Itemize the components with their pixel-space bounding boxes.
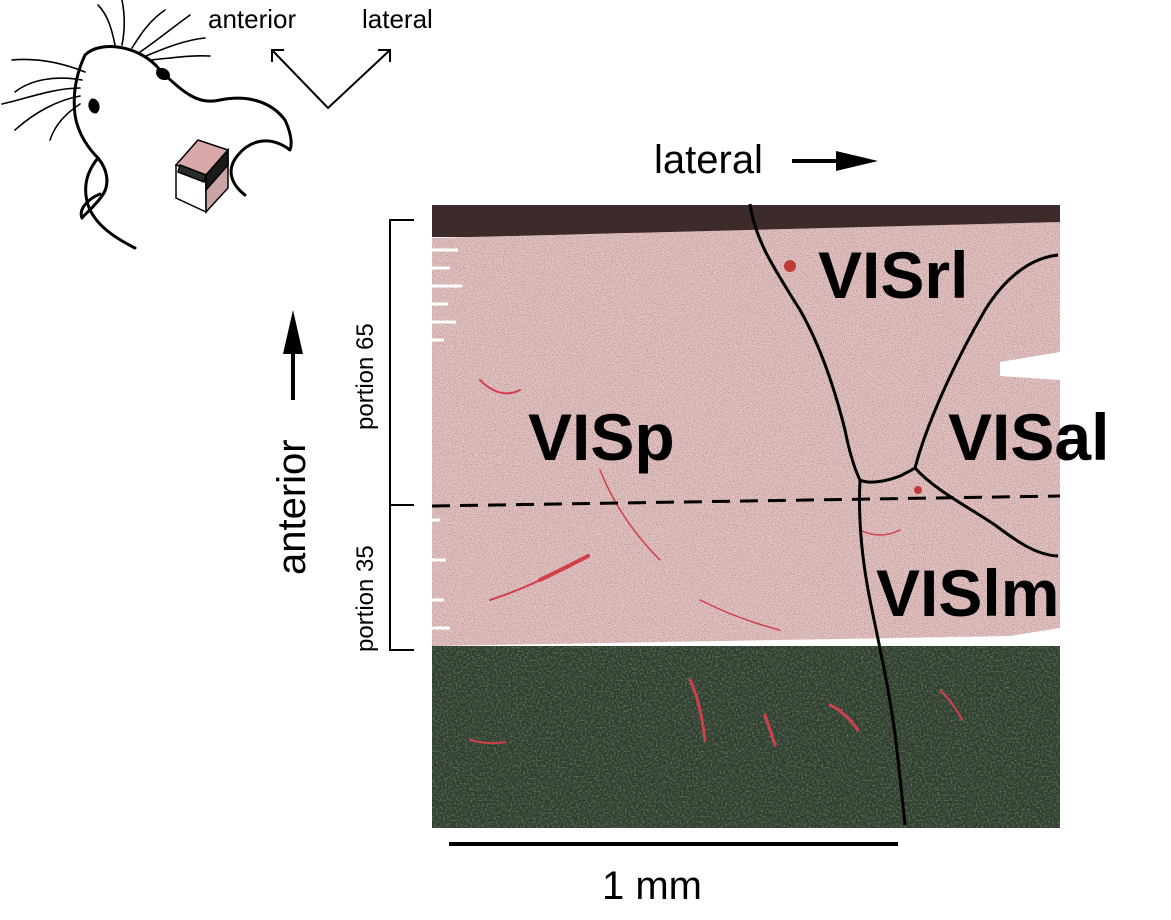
boundary-vislm-medial: [857, 479, 907, 826]
area-boundaries: [748, 203, 1059, 826]
compass-axes: [271, 49, 391, 110]
vessel-dot: [914, 486, 922, 494]
boundary-central-junction: [859, 466, 916, 484]
vessel-dot: [784, 260, 796, 272]
mouse-ear-icon: [156, 68, 170, 80]
portion-brackets: [389, 219, 414, 651]
tissue-cube-icon: [174, 139, 230, 214]
region-label-visal: VISal: [948, 400, 1110, 474]
whiskers-icon: [1, 0, 211, 141]
mouse-eye-icon: [88, 98, 100, 114]
tissue-pink-grain: [432, 222, 1060, 646]
region-label-vislm: VISlm: [876, 556, 1060, 630]
portion-65-label: portion 65: [352, 323, 379, 430]
boundary-visp-visrl: [748, 203, 862, 481]
scale-bar-label: 1 mm: [602, 864, 702, 908]
anterior-arrow: [283, 310, 303, 400]
anterior-axis-label: anterior: [270, 439, 314, 575]
region-label-visp: VISp: [528, 400, 675, 474]
mouse-head-illustration: [1, 0, 293, 250]
portion-divider-dashed: [431, 494, 1061, 508]
lateral-arrow: [792, 151, 878, 171]
bracket-lower: [389, 505, 414, 651]
lateral-axis-label: lateral: [654, 138, 763, 182]
region-label-visrl: VISrl: [818, 238, 969, 312]
compass-anterior-label: anterior: [208, 4, 297, 34]
tissue-green-grain: [432, 646, 1060, 828]
boundary-visal-upper: [913, 253, 1059, 469]
tissue-micrograph: [432, 205, 1060, 828]
blood-vessels: [469, 379, 963, 747]
tissue-ragged-edge: [432, 248, 462, 630]
boundary-visal-lower: [913, 466, 1059, 558]
compass-lateral-label: lateral: [362, 4, 433, 34]
bracket-upper: [389, 219, 414, 506]
portion-35-label: portion 35: [352, 545, 379, 652]
